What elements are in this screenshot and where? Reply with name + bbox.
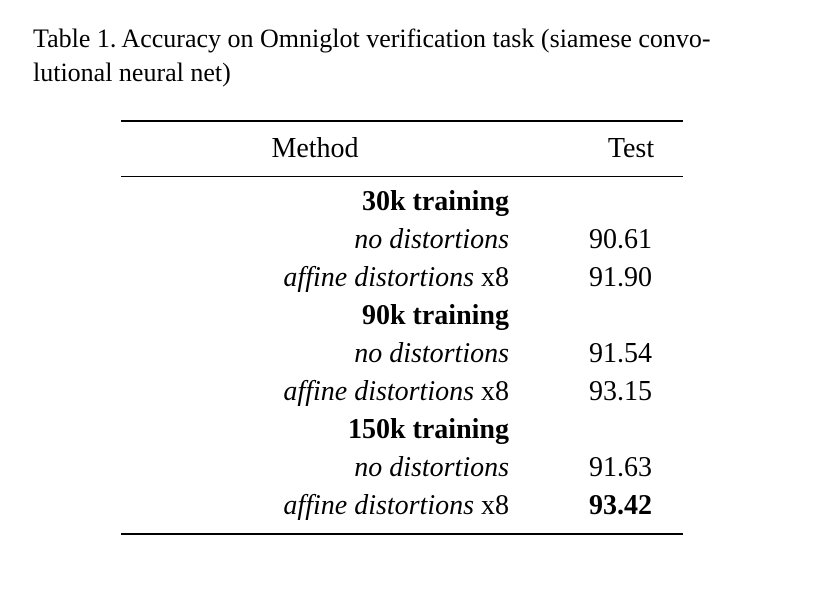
method-name: no distortions [354,452,509,483]
table-row: affine distortions x8 91.90 [121,259,683,297]
method-name: no distortions [354,338,509,369]
column-header-test: Test [509,120,683,177]
test-value: 91.90 [589,262,652,293]
group-row: 150k training [121,411,683,449]
method-cell: affine distortions x8 [121,259,509,297]
method-name: no distortions [354,224,509,255]
group-row: 30k training [121,177,683,222]
header-row: Method Test [121,120,683,177]
group-title: 30k training [361,186,509,217]
test-value: 91.54 [589,338,652,369]
group-test-empty [509,177,683,222]
test-value-best: 93.42 [509,487,683,535]
group-test-empty [509,297,683,335]
group-title: 150k training [347,414,509,445]
table-row: no distortions 91.63 [121,449,683,487]
table-row: affine distortions x8 93.42 [121,487,683,535]
method-name: affine distortions [283,262,474,293]
group-row: 90k training [121,297,683,335]
method-cell: no distortions [121,449,509,487]
method-cell: no distortions [121,221,509,259]
method-name: affine distortions [283,490,474,521]
test-value: 91.63 [589,452,652,483]
method-cell: affine distortions x8 [121,373,509,411]
method-suffix: x8 [474,262,509,293]
results-table-container: Method Test 30k training no distortions … [121,120,683,535]
column-header-method: Method [121,120,509,177]
table-row: no distortions 90.61 [121,221,683,259]
test-value: 90.61 [589,224,652,255]
table-row: no distortions 91.54 [121,335,683,373]
group-test-empty [509,411,683,449]
results-table: Method Test 30k training no distortions … [121,120,683,535]
method-suffix: x8 [474,376,509,407]
table-caption: Table 1. Accuracy on Omniglot verificati… [33,24,711,87]
table-row: affine distortions x8 93.15 [121,373,683,411]
method-cell: no distortions [121,335,509,373]
method-suffix: x8 [474,490,509,521]
group-title: 90k training [361,300,509,331]
method-name: affine distortions [283,376,474,407]
method-cell: affine distortions x8 [121,487,509,535]
test-value: 93.15 [589,376,652,407]
